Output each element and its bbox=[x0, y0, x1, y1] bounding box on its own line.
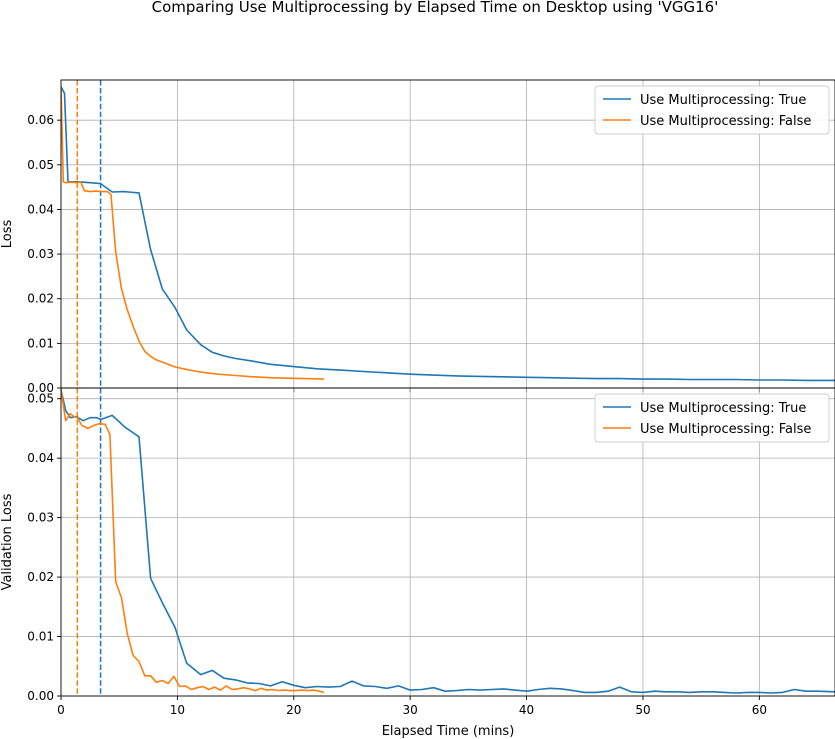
x-tick-label: 30 bbox=[403, 703, 418, 717]
y-tick-label: 0.03 bbox=[27, 511, 54, 525]
x-tick-label: 50 bbox=[635, 703, 650, 717]
y-axis-label: Loss bbox=[0, 220, 15, 249]
legend: Use Multiprocessing: True Use Multiproces… bbox=[594, 85, 830, 135]
series-line-true bbox=[61, 86, 835, 382]
y-tick-label: 0.01 bbox=[27, 336, 54, 350]
legend-box bbox=[594, 85, 830, 135]
series-line-true bbox=[61, 389, 835, 694]
y-tick-label: 0.04 bbox=[27, 202, 54, 216]
x-axis-label: Elapsed Time (mins) bbox=[382, 724, 515, 739]
legend-entry: Use Multiprocessing: False bbox=[640, 422, 811, 437]
legend: Use Multiprocessing: True Use Multiproces… bbox=[594, 393, 830, 443]
y-tick-label: 0.05 bbox=[27, 158, 54, 172]
legend-entry: Use Multiprocessing: True bbox=[640, 93, 806, 108]
y-tick-label: 0.04 bbox=[27, 451, 54, 465]
series-line-false bbox=[61, 86, 325, 380]
subplot-2: 0.00 0.01 0.02 0.03 0.04 0.05 0 10 20 30 40 50 60 Val… bbox=[0, 387, 835, 717]
series-line-false bbox=[61, 389, 325, 694]
y-tick-label: 0.00 bbox=[27, 381, 54, 395]
legend-entry: Use Multiprocessing: False bbox=[640, 114, 811, 129]
x-tick-label: 40 bbox=[519, 703, 534, 717]
figure-title: Comparing Use Multiprocessing by Elapsed… bbox=[152, 0, 719, 16]
y-tick-label: 0.01 bbox=[27, 630, 54, 644]
x-tick-label: 10 bbox=[170, 703, 185, 717]
legend-box bbox=[594, 393, 830, 443]
y-tick-label: 0.05 bbox=[27, 392, 54, 406]
subplot-1: 0.00 0.01 0.02 0.03 0.04 0.05 0.06 Loss Use Mult… bbox=[0, 79, 835, 395]
legend-entry: Use Multiprocessing: True bbox=[640, 401, 806, 416]
x-tick-label: 60 bbox=[752, 703, 767, 717]
x-tick-label: 0 bbox=[57, 703, 65, 717]
x-tick-label: 20 bbox=[286, 703, 301, 717]
y-tick-label: 0.02 bbox=[27, 570, 54, 584]
y-tick-label: 0.00 bbox=[27, 689, 54, 703]
axes-frame bbox=[60, 387, 835, 697]
y-tick-label: 0.03 bbox=[27, 247, 54, 261]
y-tick-label: 0.06 bbox=[27, 113, 54, 127]
y-tick-label: 0.02 bbox=[27, 292, 54, 306]
y-axis-label: Validation Loss bbox=[0, 493, 15, 590]
